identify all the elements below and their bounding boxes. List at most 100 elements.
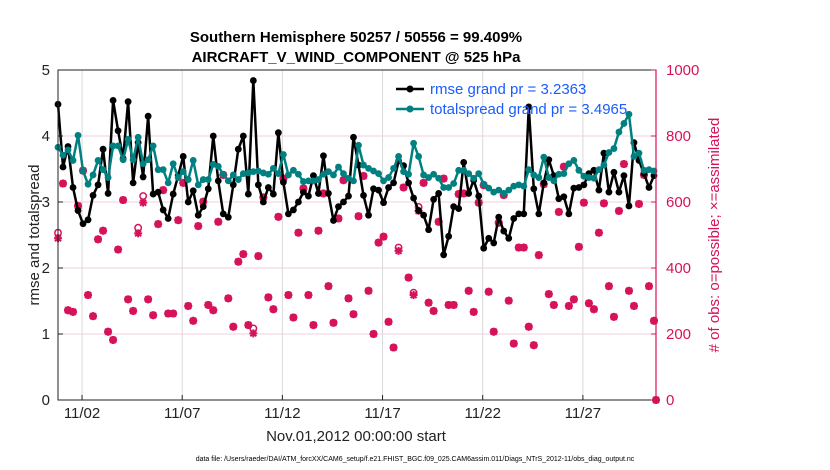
rmse-point: [385, 184, 392, 191]
x-tick-label: 11/02: [64, 405, 100, 422]
asterisk-core: [225, 295, 231, 301]
rmse-point: [310, 172, 317, 180]
asterisk-core: [290, 314, 296, 321]
totalspread-point: [385, 174, 392, 181]
rmse-point: [565, 210, 573, 218]
rmse-point: [259, 198, 267, 206]
asterisk-core: [546, 291, 552, 297]
asterisk-core: [130, 308, 136, 314]
rmse-point: [284, 210, 292, 218]
rmse-point: [560, 193, 568, 201]
right-tick-label: 0: [666, 392, 674, 409]
asterisk-core: [235, 259, 241, 265]
asterisk-core: [155, 221, 161, 227]
obs-assimilated-marker: [589, 305, 598, 314]
obs-assimilated-marker: [514, 243, 523, 252]
asterisk-core: [360, 173, 367, 179]
totalspread-point: [305, 177, 312, 185]
asterisk-core: [596, 230, 602, 236]
rmse-point: [239, 132, 247, 140]
obs-assimilated-marker: [129, 306, 138, 315]
rmse-point: [405, 179, 412, 187]
obs-assimilated-marker: [159, 186, 168, 195]
obs-assimilated-marker: [429, 306, 438, 315]
totalspread-point: [179, 168, 187, 176]
x-axis-label: Nov.01,2012 00:00:00 start: [266, 428, 447, 445]
obs-assimilated-marker: [379, 232, 388, 241]
totalspread-point: [139, 160, 147, 168]
totalspread-point: [234, 176, 242, 183]
right-tick-label: 600: [666, 194, 691, 211]
obs-assimilated-marker: [449, 300, 458, 309]
rmse-point: [159, 206, 167, 214]
totalspread-point: [610, 145, 618, 152]
asterisk-core: [95, 236, 101, 242]
totalspread-point: [530, 171, 538, 179]
totalspread-point: [400, 168, 407, 176]
totalspread-point: [465, 170, 473, 178]
obs-assimilated-marker: [364, 286, 373, 295]
totalspread-point: [124, 135, 132, 143]
obs-possible-marker: [139, 192, 148, 201]
obs-assimilated-marker: [534, 251, 543, 260]
obs-assimilated-marker: [319, 189, 328, 198]
rmse-point: [610, 168, 618, 176]
obs-assimilated-marker: [269, 305, 278, 314]
rmse-point: [315, 190, 322, 197]
obs-assimilated-marker: [584, 299, 593, 308]
obs-assimilated-marker: [94, 235, 103, 244]
data-file-footnote: data file: /Users/raeder/DAI/ATM_forcXX/…: [196, 456, 635, 463]
asterisk-core: [345, 295, 352, 301]
totalspread-point: [550, 177, 558, 185]
rmse-point: [325, 190, 332, 197]
rmse-point: [575, 184, 583, 191]
totalspread-point: [315, 176, 322, 183]
asterisk-core: [340, 177, 347, 183]
obs-assimilated-marker: [154, 220, 163, 229]
rmse-point: [109, 96, 117, 104]
obs-assimilated-marker: [284, 291, 293, 300]
asterisk-core: [556, 209, 562, 215]
rmse-point: [139, 173, 147, 181]
totalspread-point: [640, 166, 648, 174]
asterisk-core: [185, 303, 191, 309]
rmse-point: [445, 232, 453, 240]
totalspread-point: [300, 178, 307, 185]
totalspread-point: [620, 120, 628, 127]
obs-assimilated-marker: [484, 287, 493, 296]
totalspread-point: [84, 180, 92, 188]
rmse-point: [114, 127, 122, 135]
asterisk-core: [355, 213, 362, 219]
asterisk-core: [471, 309, 477, 315]
obs-assimilated-marker: [564, 301, 573, 310]
y-axis-label: rmse and totalspread: [26, 165, 43, 306]
asterisk-core: [370, 331, 377, 337]
totalspread-point: [159, 166, 167, 174]
y-tick-label: 3: [42, 194, 50, 211]
asterisk-core: [511, 340, 517, 347]
totalspread-point: [64, 146, 72, 154]
asterisk-core: [105, 329, 111, 335]
obs-assimilated-marker: [614, 206, 623, 215]
asterisk-core: [240, 251, 246, 257]
rmse-point: [480, 244, 488, 252]
asterisk-core: [526, 324, 532, 330]
totalspread-point: [229, 171, 237, 179]
right-y-axis-label: # of obs: o=possible; ×=assimilated: [706, 118, 723, 353]
totalspread-point: [109, 142, 117, 150]
obs-assimilated-marker: [509, 339, 518, 348]
asterisk-core: [140, 200, 146, 206]
totalspread-point: [525, 166, 533, 174]
rmse-point: [410, 194, 417, 202]
totalspread-point: [370, 167, 377, 175]
totalspread-point: [405, 170, 412, 178]
rmse-point: [154, 188, 162, 196]
totalspread-point: [365, 164, 372, 172]
rmse-point: [229, 181, 237, 189]
legend-totalspread-marker: [406, 105, 414, 113]
x-tick-label: 11/07: [164, 405, 200, 422]
totalspread-point: [204, 176, 212, 183]
asterisk-core: [561, 164, 567, 170]
asterisk-core: [461, 190, 467, 197]
